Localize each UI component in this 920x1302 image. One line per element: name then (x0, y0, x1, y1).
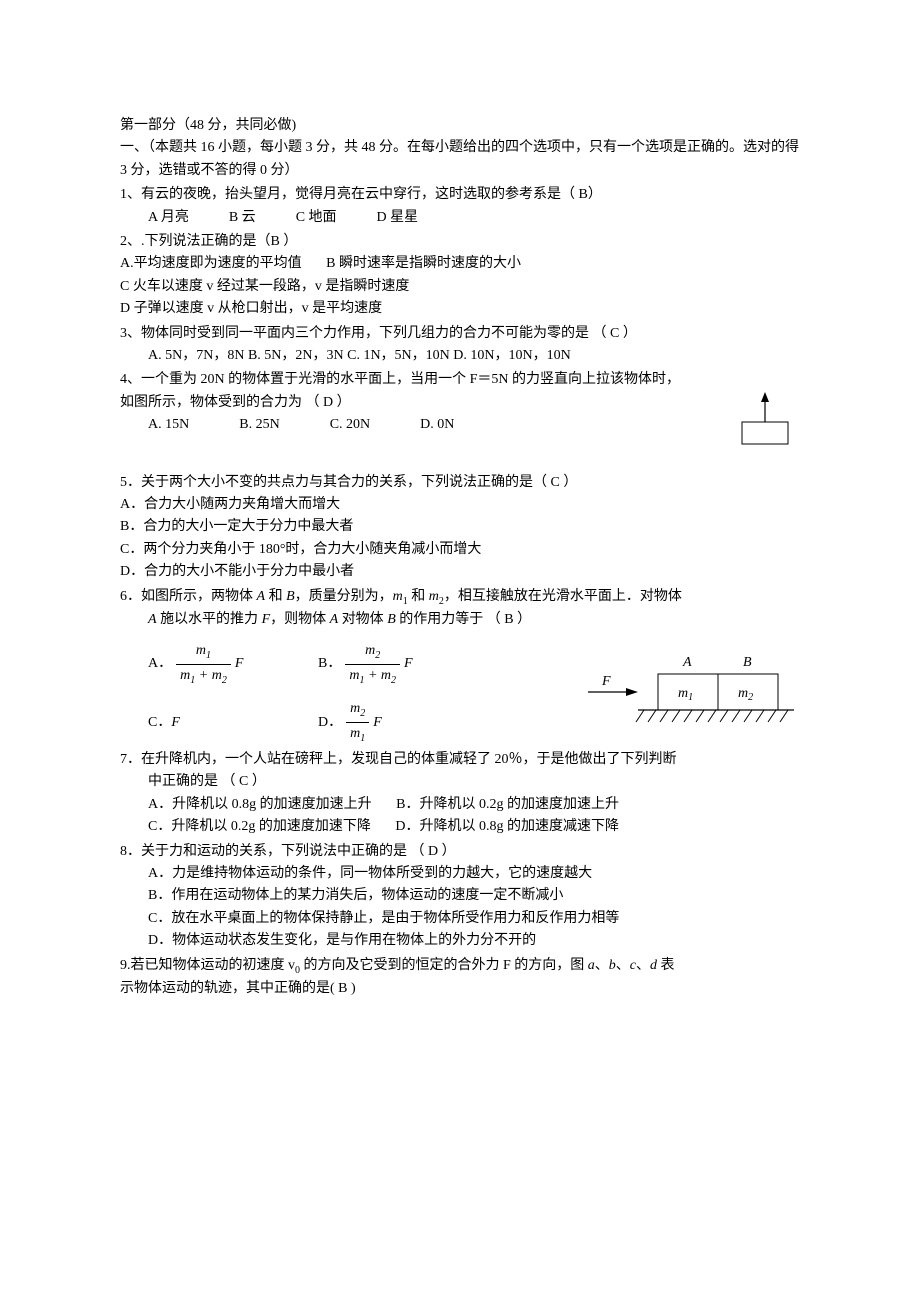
q4-figure (730, 392, 800, 452)
q9-stem2: 示物体运动的轨迹，其中正确的是( B ) (120, 978, 800, 1000)
q9-s1b: 的方向及它受到的恒定的合外力 F 的方向，图 (300, 958, 588, 973)
q7-stem1: 7．在升降机内，一个人站在磅秤上，发现自己的体重减轻了 20％，于是他做出了下列… (120, 749, 800, 771)
q6-s2d: 的作用力等于 （ B ） (396, 612, 531, 627)
section-header: 一、（本题共 16 小题，每小题 3 分，共 48 分。在每小题给出的四个选项中… (120, 137, 800, 182)
q1-opt-b: B 云 (229, 207, 256, 229)
q6-stem1: 6．如图所示，两物体 A 和 B，质量分别为，m1 和 m2，相互接触放在光滑水… (120, 586, 800, 610)
q4-c: C. 20N (330, 414, 370, 436)
q4-b: B. 25N (239, 414, 279, 436)
q9-stem1: 9.若已知物体运动的初速度 v0 的方向及它受到的恒定的合外力 F 的方向，图 … (120, 955, 800, 979)
q3-stem: 3、物体同时受到同一平面内三个力作用，下列几组力的合力不可能为零的是 （ C ） (120, 323, 800, 345)
q6-fig-label-b: B (743, 655, 752, 670)
q5-stem: 5．关于两个大小不变的共点力与其合力的关系，下列说法正确的是（ C ） (120, 472, 800, 494)
q6-s2a: 施以水平的推力 (157, 612, 262, 627)
q8-a: A．力是维持物体运动的条件，同一物体所受到的力越大，它的速度越大 (120, 863, 800, 885)
q6-s2b: ，则物体 (270, 612, 330, 627)
q8-stem: 8．关于力和运动的关系，下列说法中正确的是 （ D ） (120, 841, 800, 863)
q7-b: B．升降机以 0.2g 的加速度加速上升 (396, 797, 619, 812)
q9-s1d: 表 (657, 958, 675, 973)
q6-m2: m (429, 589, 439, 604)
q4-box-arrow-icon (730, 392, 800, 452)
q1-opt-a: A 月亮 (148, 207, 189, 229)
q2-stem: 2、.下列说法正确的是（B ） (120, 231, 800, 253)
q8-c: C．放在水平桌面上的物体保持静止，是由于物体所受作用力和反作用力相等 (120, 908, 800, 930)
q6-optC-label: C． (148, 712, 171, 734)
q2-c: C 火车以速度 v 经过某一段路，v 是指瞬时速度 (120, 276, 800, 298)
q2-a: A.平均速度即为速度的平均值 (120, 256, 302, 271)
q6-options: A． m1 m1 + m2 F B． m2 m1 + m2 F C． (120, 640, 580, 747)
q9-b: b (609, 958, 616, 973)
q6-opt-d: D． m2 m1 F (318, 698, 488, 747)
q6-stem2: A 施以水平的推力 F，则物体 A 对物体 B 的作用力等于 （ B ） (120, 609, 800, 631)
q6-s2c: 对物体 (338, 612, 387, 627)
q4-stem2: 如图所示，物体受到的合力为 （ D ） (120, 392, 730, 414)
q2-b: B 瞬时速率是指瞬时速度的大小 (326, 256, 521, 271)
q7-cd: C．升降机以 0.2g 的加速度加速下降 D．升降机以 0.8g 的加速度减速下… (120, 816, 800, 838)
q6-fig-label-f: F (601, 674, 611, 689)
q6-optA-label: A． (148, 653, 172, 675)
q1-opt-d: D 星星 (377, 207, 419, 229)
q9-d: d (650, 958, 657, 973)
q9-s1a: 9.若已知物体运动的初速度 v (120, 958, 295, 973)
q7-c: C．升降机以 0.2g 的加速度加速下降 (148, 819, 371, 834)
q9-c2: 、 (616, 958, 630, 973)
q7-a: A．升降机以 0.8g 的加速度加速上升 (148, 797, 372, 812)
q4-stem1: 4、一个重为 20N 的物体置于光滑的水平面上，当用一个 F＝5N 的力竖直向上… (120, 369, 800, 391)
q6-s1a: 6．如图所示，两物体 (120, 589, 257, 604)
q6-opt-c: C． F (148, 712, 318, 734)
q1-stem: 1、有云的夜晚，抬头望月，觉得月亮在云中穿行，这时选取的参考系是（ B） (120, 184, 800, 206)
q7-stem2: 中正确的是 （ C ） (120, 771, 800, 793)
q1-opt-c: C 地面 (296, 207, 337, 229)
q6-fig-label-a: A (682, 655, 692, 670)
q4-d: D. 0N (420, 414, 454, 436)
q2-d: D 子弹以速度 v 从枪口射出，v 是平均速度 (120, 298, 800, 320)
q6-A2: A (148, 612, 157, 627)
q7-ab: A．升降机以 0.8g 的加速度加速上升 B．升降机以 0.2g 的加速度加速上… (120, 794, 800, 816)
q4-options: A. 15N B. 25N C. 20N D. 0N (120, 414, 730, 436)
q5-d: D．合力的大小不能小于分力中最小者 (120, 561, 800, 583)
q6-s1e: ，相互接触放在光滑水平面上．对物体 (444, 589, 682, 604)
q6-s1b: 和 (265, 589, 286, 604)
q5-c: C．两个分力夹角小于 180°时，合力大小随夹角减小而增大 (120, 539, 800, 561)
q8-b: B．作用在运动物体上的某力消失后，物体运动的速度一定不断减小 (120, 885, 800, 907)
q9-c3: 、 (636, 958, 650, 973)
q6-figure: A B F m1 m2 (580, 652, 800, 737)
q6-s1d: 和 (408, 589, 429, 604)
q6-F: F (262, 612, 271, 627)
q8-d: D．物体运动状态发生变化，是与作用在物体上的外力分不开的 (120, 930, 800, 952)
q9-a: a (588, 958, 595, 973)
q6-opt-a: A． m1 m1 + m2 F (148, 640, 318, 689)
q6-optD-label: D． (318, 712, 342, 734)
q6-m1: m (393, 589, 403, 604)
part-header: 第一部分（48 分，共同必做) (120, 115, 800, 137)
q5-b: B．合力的大小一定大于分力中最大者 (120, 516, 800, 538)
q6-A3: A (330, 612, 339, 627)
q4-a: A. 15N (148, 414, 189, 436)
q6-B: B (286, 589, 295, 604)
q6-opt-b: B． m2 m1 + m2 F (318, 640, 488, 689)
q3-opts: A. 5N，7N，8N B. 5N，2N，3N C. 1N，5N，10N D. … (120, 345, 800, 367)
q2-ab: A.平均速度即为速度的平均值 B 瞬时速率是指瞬时速度的大小 (120, 253, 800, 275)
q5-a: A．合力大小随两力夹角增大而增大 (120, 494, 800, 516)
q6-blocks-icon: A B F m1 m2 (580, 652, 800, 737)
q6-B2: B (387, 612, 396, 627)
q9-c1: 、 (595, 958, 609, 973)
q6-s1c: ，质量分别为， (295, 589, 393, 604)
q6-A: A (257, 589, 266, 604)
q1-options: A 月亮 B 云 C 地面 D 星星 (120, 207, 800, 229)
q6-optB-label: B． (318, 653, 341, 675)
q7-d: D．升降机以 0.8g 的加速度减速下降 (395, 819, 619, 834)
